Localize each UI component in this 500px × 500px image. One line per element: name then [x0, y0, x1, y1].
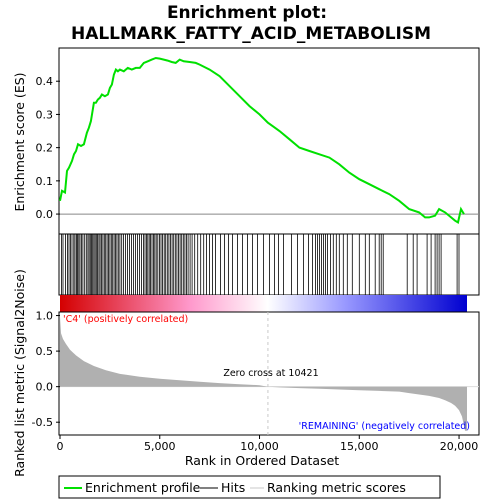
es-y-ticks: 0.0 0.1 0.2 0.3 0.4: [36, 75, 60, 221]
hit-ticks: [61, 234, 460, 295]
metric-panel-frame: [58, 311, 480, 436]
enrichment-profile-line: [59, 56, 465, 224]
chart-title-line-2: HALLMARK_FATTY_ACID_METABOLISM: [71, 24, 431, 44]
metric-y-tick-label: 0.5: [36, 345, 54, 358]
es-y-tick-label: 0.4: [36, 75, 54, 88]
x-tick-label: 10,000: [240, 440, 279, 453]
metric-y-ticks: -0.5 0.0 0.5 1.0: [32, 310, 60, 429]
es-y-tick-label: 0.0: [36, 208, 54, 221]
metric-y-tick-label: -0.5: [32, 416, 53, 429]
chart-title-line-1: Enrichment plot:: [167, 3, 327, 23]
metric-y-tick-label: 1.0: [36, 310, 54, 323]
es-y-tick-label: 0.1: [36, 175, 54, 188]
metric-x-ticks: 0 5,000 10,000 15,000 20,000: [57, 435, 479, 453]
metric-y-tick-label: 0.0: [36, 381, 54, 394]
legend-metric-label: Ranking metric scores: [267, 480, 406, 495]
negative-correlation-label: 'REMAINING' (negatively correlated): [299, 421, 470, 432]
es-y-tick-label: 0.2: [36, 142, 54, 155]
x-tick-label: 0: [57, 440, 64, 453]
es-y-tick-label: 0.3: [36, 108, 54, 121]
legend-hits-label: Hits: [221, 480, 245, 495]
legend-enrichment-label: Enrichment profile: [85, 480, 201, 495]
positive-correlation-label: 'C4' (positively correlated): [63, 314, 188, 325]
zero-cross-label: Zero cross at 10421: [223, 368, 318, 379]
legend-box: [58, 475, 441, 499]
x-axis-label: Rank in Ordered Dataset: [185, 453, 339, 468]
x-tick-label: 15,000: [340, 440, 379, 453]
metric-axis-label: Ranked list metric (Signal2Noise): [12, 269, 27, 477]
rank-color-bar: [60, 295, 467, 312]
x-tick-label: 20,000: [440, 440, 479, 453]
x-tick-label: 5,000: [144, 440, 176, 453]
es-axis-label: Enrichment score (ES): [12, 72, 27, 211]
